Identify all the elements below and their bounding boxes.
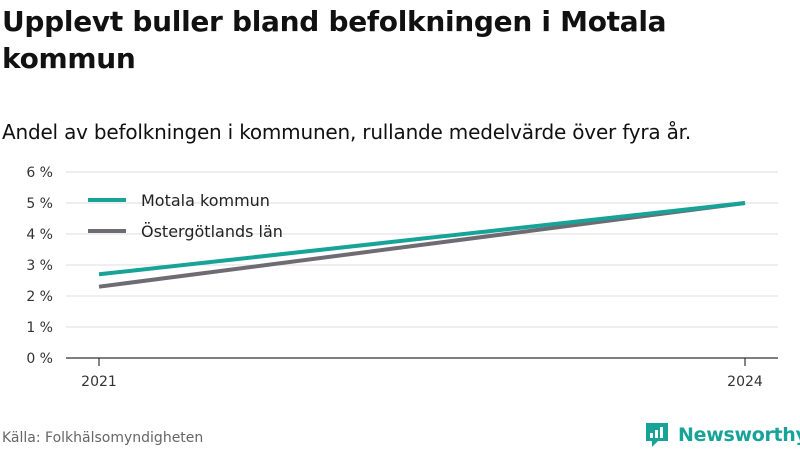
y-tick-label: 3 % [26, 258, 53, 274]
legend: Motala kommun Östergötlands län [88, 191, 283, 241]
line-chart: 0 % 1 % 2 % 3 % 4 % 5 % 6 % 2021 2024 Motala kom… [26, 165, 778, 390]
brand-logo[interactable]: Newsworthy [644, 420, 800, 450]
y-tick-label: 0 % [26, 351, 53, 367]
axis: 0 % 1 % 2 % 3 % 4 % 5 % 6 % 2021 2024 [26, 165, 778, 390]
y-tick-label: 2 % [26, 289, 53, 305]
legend-label: Östergötlands län [141, 222, 283, 241]
y-tick-label: 6 % [26, 165, 53, 181]
y-tick-label: 4 % [26, 227, 53, 243]
chart-subtitle: Andel av befolkningen i kommunen, rullan… [2, 120, 691, 144]
series-lines [98, 201, 746, 289]
x-tick-label: 2021 [81, 374, 117, 390]
x-tick-label: 2024 [727, 374, 763, 390]
legend-label: Motala kommun [141, 191, 270, 210]
newsworthy-logo-icon [646, 423, 668, 447]
y-tick-label: 5 % [26, 196, 53, 212]
source-note: Källa: Folkhälsomyndigheten [2, 430, 204, 446]
brand-name: Newsworthy [678, 424, 800, 446]
series-line-motala-kommun [98, 201, 746, 277]
series-line-östergötlands-län [98, 201, 746, 289]
chart-title: Upplevt buller bland befolkningen i Mota… [2, 5, 667, 75]
y-tick-label: 1 % [26, 320, 53, 336]
